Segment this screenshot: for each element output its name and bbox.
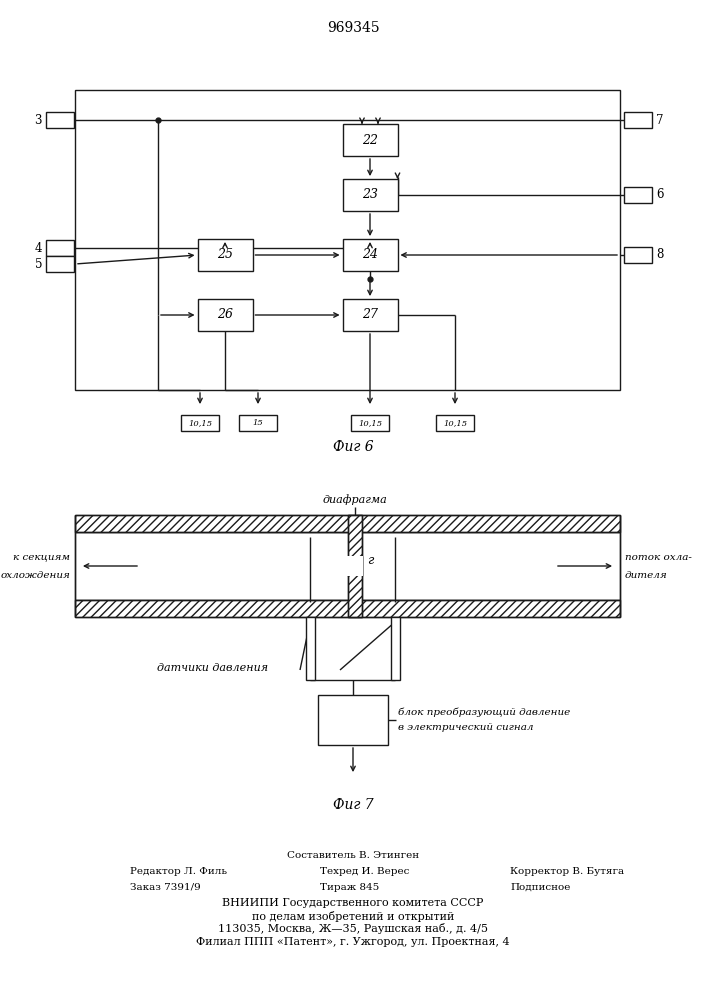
Text: 5: 5 <box>35 257 42 270</box>
Text: ВНИИПИ Государственного комитета СССР: ВНИИПИ Государственного комитета СССР <box>222 898 484 908</box>
Text: 22: 22 <box>362 133 378 146</box>
Text: в электрический сигнал: в электрический сигнал <box>398 724 534 732</box>
Text: 8: 8 <box>656 248 663 261</box>
Bar <box>75 600 620 617</box>
Text: датчики давления: датчики давления <box>157 663 268 673</box>
Text: Редактор Л. Филь: Редактор Л. Филь <box>130 867 227 876</box>
Bar <box>305 617 315 680</box>
Text: 25: 25 <box>217 248 233 261</box>
Bar <box>75 90 620 390</box>
Bar <box>342 179 397 211</box>
Bar <box>390 617 399 680</box>
Bar <box>46 112 74 128</box>
Bar <box>436 415 474 431</box>
Bar <box>181 415 219 431</box>
Bar <box>46 240 74 256</box>
Bar <box>75 515 620 532</box>
Bar <box>348 515 362 617</box>
Bar <box>348 515 362 617</box>
Text: 10,15: 10,15 <box>188 419 212 427</box>
Text: к секциям: к секциям <box>13 552 70 562</box>
Bar <box>75 600 620 617</box>
Bar <box>342 299 397 331</box>
Text: 24: 24 <box>362 248 378 261</box>
Bar <box>624 187 652 203</box>
Bar <box>351 415 389 431</box>
Text: Заказ 7391/9: Заказ 7391/9 <box>130 882 201 892</box>
Text: 6: 6 <box>656 188 663 202</box>
Text: 23: 23 <box>362 188 378 202</box>
Bar <box>624 247 652 263</box>
Text: 113035, Москва, Ж—35, Раушская наб., д. 4/5: 113035, Москва, Ж—35, Раушская наб., д. … <box>218 924 488 934</box>
Text: диафрагма: диафрагма <box>322 494 387 505</box>
Text: Филиал ППП «Патент», г. Ужгород, ул. Проектная, 4: Филиал ППП «Патент», г. Ужгород, ул. Про… <box>196 937 510 947</box>
Text: 26: 26 <box>217 308 233 322</box>
Bar <box>347 556 363 576</box>
Text: 10,15: 10,15 <box>443 419 467 427</box>
Text: Корректор В. Бутяга: Корректор В. Бутяга <box>510 867 624 876</box>
Bar <box>46 256 74 272</box>
Bar <box>239 415 277 431</box>
Text: 10,15: 10,15 <box>358 419 382 427</box>
Text: Фиг 7: Фиг 7 <box>333 798 373 812</box>
Text: Составитель В. Этинген: Составитель В. Этинген <box>287 852 419 860</box>
Bar <box>318 695 388 745</box>
Bar <box>75 515 620 532</box>
Text: Подписное: Подписное <box>510 882 571 892</box>
Bar <box>342 124 397 156</box>
Text: 27: 27 <box>362 308 378 322</box>
Bar <box>75 532 620 600</box>
Bar <box>624 112 652 128</box>
Text: 3: 3 <box>35 113 42 126</box>
Text: Тираж 845: Тираж 845 <box>320 882 379 892</box>
Text: 7: 7 <box>656 113 663 126</box>
Text: поток охла-: поток охла- <box>625 552 692 562</box>
Text: 4: 4 <box>35 241 42 254</box>
Text: Фиг 6: Фиг 6 <box>333 440 373 454</box>
Bar <box>342 239 397 271</box>
Text: г: г <box>367 554 373 568</box>
Bar <box>197 239 252 271</box>
Text: 15: 15 <box>252 419 264 427</box>
Text: 969345: 969345 <box>327 21 380 35</box>
Text: дителя: дителя <box>625 570 667 580</box>
Bar <box>197 299 252 331</box>
Text: блок преобразующий давление: блок преобразующий давление <box>398 707 571 717</box>
Text: Техред И. Верес: Техред И. Верес <box>320 867 409 876</box>
Text: по делам изобретений и открытий: по делам изобретений и открытий <box>252 910 454 922</box>
Text: охлождения: охлождения <box>0 570 70 580</box>
